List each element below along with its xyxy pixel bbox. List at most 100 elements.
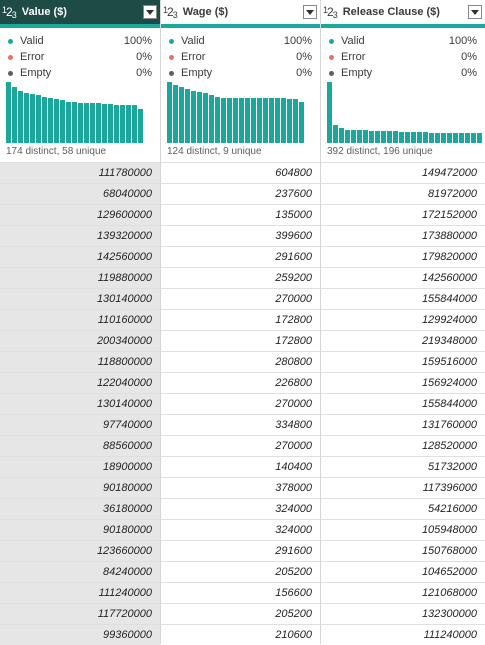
column-quality-stats: Valid 100% Error 0% Empty 0% bbox=[0, 28, 160, 81]
data-cell[interactable]: 121068000 bbox=[321, 582, 485, 603]
error-stat-label: Error bbox=[341, 51, 366, 63]
data-cell[interactable]: 140400 bbox=[161, 456, 320, 477]
column-header[interactable]: 123 Value ($) bbox=[0, 0, 160, 24]
data-cell[interactable]: 135000 bbox=[161, 204, 320, 225]
data-cell[interactable]: 280800 bbox=[161, 351, 320, 372]
histogram-bar bbox=[333, 125, 338, 143]
data-cell[interactable]: 99360000 bbox=[0, 624, 160, 645]
histogram-bar bbox=[459, 133, 464, 143]
data-cell[interactable]: 129600000 bbox=[0, 204, 160, 225]
data-cell[interactable]: 378000 bbox=[161, 477, 320, 498]
data-cell[interactable]: 155844000 bbox=[321, 393, 485, 414]
data-cell[interactable]: 179820000 bbox=[321, 246, 485, 267]
data-cell[interactable]: 54216000 bbox=[321, 498, 485, 519]
data-cell[interactable]: 205200 bbox=[161, 561, 320, 582]
data-cell[interactable]: 90180000 bbox=[0, 519, 160, 540]
data-cell[interactable]: 111240000 bbox=[0, 582, 160, 603]
data-cell[interactable]: 131760000 bbox=[321, 414, 485, 435]
data-cell[interactable]: 111780000 bbox=[0, 162, 160, 183]
data-cell[interactable]: 172152000 bbox=[321, 204, 485, 225]
data-cell[interactable]: 155844000 bbox=[321, 288, 485, 309]
column-header[interactable]: 123 Release Clause ($) bbox=[321, 0, 485, 24]
data-cell[interactable]: 110160000 bbox=[0, 309, 160, 330]
histogram-bar bbox=[126, 105, 131, 143]
data-cell[interactable]: 399600 bbox=[161, 225, 320, 246]
empty-dot-icon bbox=[169, 70, 174, 76]
error-stat-label: Error bbox=[181, 51, 206, 63]
data-cell[interactable]: 149472000 bbox=[321, 162, 485, 183]
data-cell[interactable]: 205200 bbox=[161, 603, 320, 624]
whole-number-icon: 123 bbox=[323, 4, 338, 20]
data-cell[interactable]: 129924000 bbox=[321, 309, 485, 330]
data-cell[interactable]: 210600 bbox=[161, 624, 320, 645]
data-cell[interactable]: 84240000 bbox=[0, 561, 160, 582]
data-cell[interactable]: 111240000 bbox=[321, 624, 485, 645]
distinct-count-label: 174 distinct, 58 unique bbox=[6, 146, 107, 157]
data-cell[interactable]: 219348000 bbox=[321, 330, 485, 351]
histogram-bar bbox=[18, 91, 23, 143]
data-cell[interactable]: 132300000 bbox=[321, 603, 485, 624]
empty-dot-icon bbox=[8, 70, 13, 76]
empty-stat-value: 0% bbox=[461, 67, 477, 79]
data-cell[interactable]: 172800 bbox=[161, 309, 320, 330]
data-cell[interactable]: 324000 bbox=[161, 519, 320, 540]
data-cell[interactable]: 117720000 bbox=[0, 603, 160, 624]
data-cell[interactable]: 139320000 bbox=[0, 225, 160, 246]
data-cell[interactable]: 51732000 bbox=[321, 456, 485, 477]
histogram-bar bbox=[447, 133, 452, 143]
data-cell[interactable]: 119880000 bbox=[0, 267, 160, 288]
data-cell[interactable]: 130140000 bbox=[0, 393, 160, 414]
data-cell[interactable]: 81972000 bbox=[321, 183, 485, 204]
data-cell[interactable]: 105948000 bbox=[321, 519, 485, 540]
histogram-bar bbox=[30, 94, 35, 143]
data-cell[interactable]: 156924000 bbox=[321, 372, 485, 393]
data-cell[interactable]: 97740000 bbox=[0, 414, 160, 435]
data-cell[interactable]: 156600 bbox=[161, 582, 320, 603]
data-cell[interactable]: 90180000 bbox=[0, 477, 160, 498]
data-cell[interactable]: 270000 bbox=[161, 393, 320, 414]
data-cell[interactable]: 604800 bbox=[161, 162, 320, 183]
data-cell[interactable]: 88560000 bbox=[0, 435, 160, 456]
data-cell[interactable]: 259200 bbox=[161, 267, 320, 288]
error-stat-label: Error bbox=[20, 51, 45, 63]
data-cell[interactable]: 142560000 bbox=[0, 246, 160, 267]
data-cell[interactable]: 117396000 bbox=[321, 477, 485, 498]
data-cell[interactable]: 122040000 bbox=[0, 372, 160, 393]
data-cell[interactable]: 142560000 bbox=[321, 267, 485, 288]
data-cell[interactable]: 128520000 bbox=[321, 435, 485, 456]
column-quality-bar bbox=[321, 24, 485, 28]
data-cell[interactable]: 68040000 bbox=[0, 183, 160, 204]
data-cell[interactable]: 270000 bbox=[161, 435, 320, 456]
data-cell[interactable]: 150768000 bbox=[321, 540, 485, 561]
data-cell[interactable]: 173880000 bbox=[321, 225, 485, 246]
data-cell[interactable]: 200340000 bbox=[0, 330, 160, 351]
data-cell[interactable]: 270000 bbox=[161, 288, 320, 309]
histogram-bar bbox=[287, 99, 292, 143]
filter-dropdown-button[interactable] bbox=[468, 5, 482, 19]
data-cell[interactable]: 334800 bbox=[161, 414, 320, 435]
histogram-bar bbox=[54, 99, 59, 143]
column-header[interactable]: 123 Wage ($) bbox=[161, 0, 320, 24]
data-cell[interactable]: 130140000 bbox=[0, 288, 160, 309]
histogram-bar bbox=[108, 104, 113, 143]
data-cell[interactable]: 324000 bbox=[161, 498, 320, 519]
data-cell[interactable]: 36180000 bbox=[0, 498, 160, 519]
data-cell[interactable]: 123660000 bbox=[0, 540, 160, 561]
data-cell[interactable]: 237600 bbox=[161, 183, 320, 204]
filter-dropdown-button[interactable] bbox=[303, 5, 317, 19]
data-cell[interactable]: 291600 bbox=[161, 246, 320, 267]
data-cell[interactable]: 226800 bbox=[161, 372, 320, 393]
histogram-bar bbox=[6, 82, 11, 143]
data-cell[interactable]: 172800 bbox=[161, 330, 320, 351]
data-cell[interactable]: 104652000 bbox=[321, 561, 485, 582]
error-stat: Error 0% bbox=[169, 49, 312, 65]
data-cell[interactable]: 291600 bbox=[161, 540, 320, 561]
data-cell[interactable]: 118800000 bbox=[0, 351, 160, 372]
column-header-label: Wage ($) bbox=[182, 6, 229, 18]
filter-dropdown-button[interactable] bbox=[143, 5, 157, 19]
value-distribution-histogram bbox=[167, 82, 304, 143]
data-cell[interactable]: 159516000 bbox=[321, 351, 485, 372]
error-dot-icon bbox=[329, 54, 334, 60]
empty-stat-value: 0% bbox=[296, 67, 312, 79]
data-cell[interactable]: 18900000 bbox=[0, 456, 160, 477]
